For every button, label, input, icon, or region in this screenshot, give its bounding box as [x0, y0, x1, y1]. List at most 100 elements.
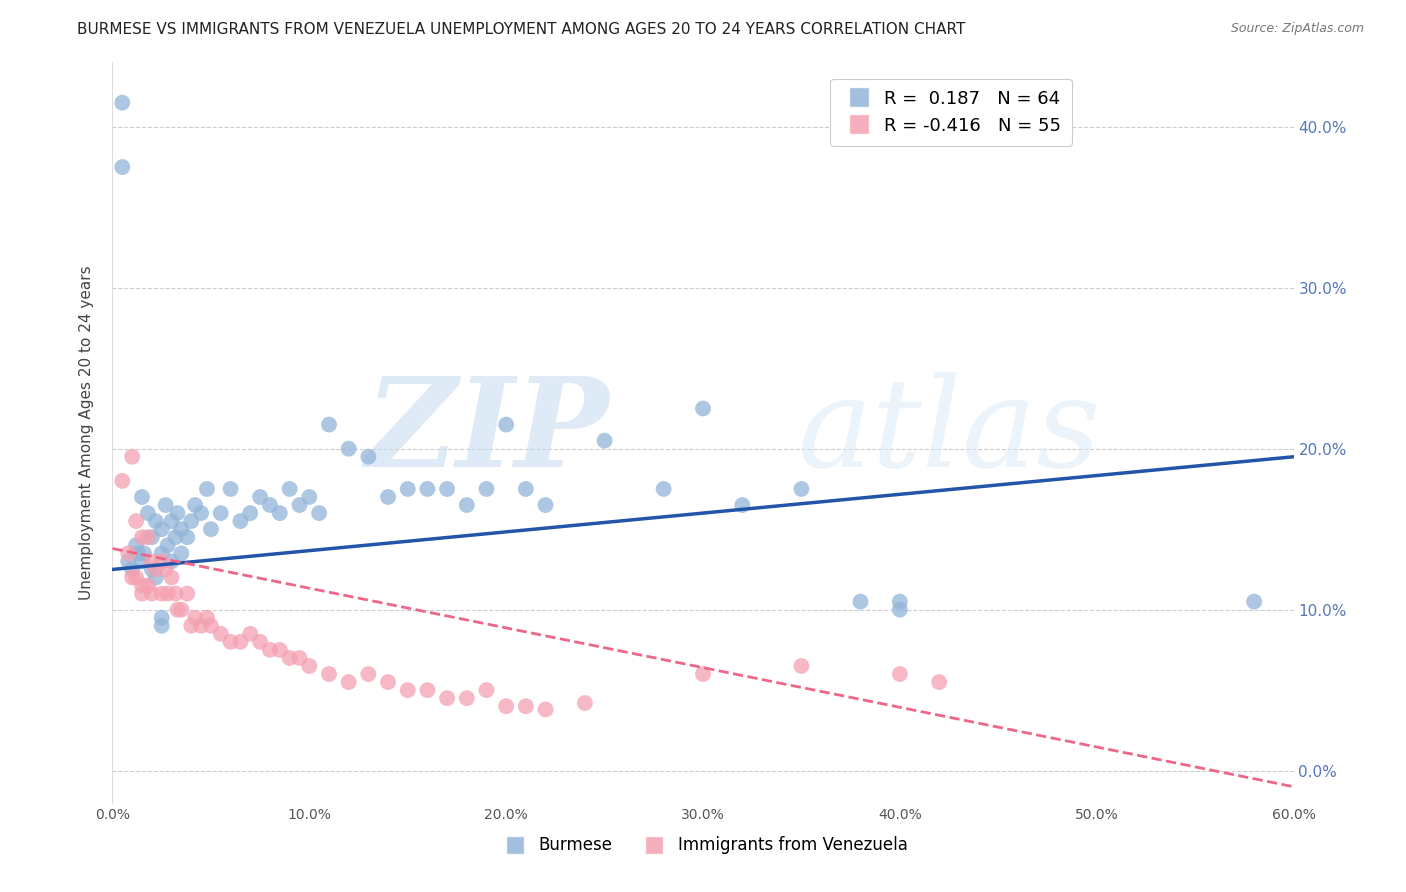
Point	[475, 482, 498, 496]
Point	[195, 610, 218, 624]
Point	[515, 699, 537, 714]
Point	[141, 562, 163, 576]
Point	[200, 619, 222, 633]
Point	[121, 562, 143, 576]
Point	[160, 570, 183, 584]
Point	[692, 401, 714, 416]
Point	[125, 570, 148, 584]
Point	[357, 667, 380, 681]
Point	[156, 586, 179, 600]
Point	[170, 602, 193, 616]
Point	[195, 482, 218, 496]
Point	[141, 530, 163, 544]
Point	[377, 675, 399, 690]
Point	[180, 514, 202, 528]
Point	[111, 160, 134, 174]
Point	[125, 514, 148, 528]
Point	[249, 490, 271, 504]
Point	[117, 554, 139, 568]
Point	[136, 506, 159, 520]
Point	[229, 635, 252, 649]
Point	[141, 554, 163, 568]
Point	[184, 610, 207, 624]
Point	[416, 482, 439, 496]
Point	[534, 498, 557, 512]
Point	[180, 619, 202, 633]
Point	[889, 667, 911, 681]
Point	[131, 530, 153, 544]
Point	[889, 594, 911, 608]
Point	[495, 417, 517, 432]
Point	[145, 562, 167, 576]
Point	[150, 554, 173, 568]
Point	[166, 506, 188, 520]
Point	[190, 506, 212, 520]
Point	[150, 522, 173, 536]
Point	[534, 702, 557, 716]
Point	[125, 538, 148, 552]
Point	[131, 490, 153, 504]
Point	[396, 683, 419, 698]
Point	[269, 506, 291, 520]
Point	[278, 482, 301, 496]
Point	[928, 675, 950, 690]
Point	[308, 506, 330, 520]
Point	[219, 635, 242, 649]
Point	[337, 675, 360, 690]
Point	[184, 498, 207, 512]
Text: BURMESE VS IMMIGRANTS FROM VENEZUELA UNEMPLOYMENT AMONG AGES 20 TO 24 YEARS CORR: BURMESE VS IMMIGRANTS FROM VENEZUELA UNE…	[77, 22, 966, 37]
Point	[117, 546, 139, 560]
Point	[456, 691, 478, 706]
Point	[131, 554, 153, 568]
Point	[790, 659, 813, 673]
Point	[298, 490, 321, 504]
Point	[219, 482, 242, 496]
Point	[731, 498, 754, 512]
Point	[318, 667, 340, 681]
Point	[396, 482, 419, 496]
Point	[652, 482, 675, 496]
Point	[150, 546, 173, 560]
Point	[790, 482, 813, 496]
Point	[475, 683, 498, 698]
Point	[456, 498, 478, 512]
Point	[436, 482, 458, 496]
Point	[416, 683, 439, 698]
Text: ZIP: ZIP	[364, 372, 609, 493]
Point	[155, 562, 177, 576]
Point	[150, 610, 173, 624]
Point	[131, 586, 153, 600]
Point	[121, 570, 143, 584]
Text: Source: ZipAtlas.com: Source: ZipAtlas.com	[1230, 22, 1364, 36]
Point	[593, 434, 616, 448]
Point	[111, 95, 134, 110]
Legend: Burmese, Immigrants from Venezuela: Burmese, Immigrants from Venezuela	[492, 830, 914, 861]
Point	[288, 498, 311, 512]
Point	[165, 586, 187, 600]
Point	[127, 546, 149, 560]
Point	[377, 490, 399, 504]
Point	[150, 586, 173, 600]
Point	[229, 514, 252, 528]
Point	[166, 602, 188, 616]
Point	[357, 450, 380, 464]
Point	[170, 546, 193, 560]
Point	[515, 482, 537, 496]
Point	[132, 546, 155, 560]
Point	[145, 570, 167, 584]
Point	[337, 442, 360, 456]
Text: atlas: atlas	[797, 372, 1101, 493]
Point	[176, 586, 198, 600]
Point	[209, 506, 232, 520]
Point	[692, 667, 714, 681]
Point	[269, 643, 291, 657]
Point	[889, 602, 911, 616]
Point	[200, 522, 222, 536]
Point	[259, 498, 281, 512]
Point	[165, 530, 187, 544]
Point	[574, 696, 596, 710]
Point	[136, 578, 159, 592]
Point	[150, 619, 173, 633]
Point	[318, 417, 340, 432]
Point	[259, 643, 281, 657]
